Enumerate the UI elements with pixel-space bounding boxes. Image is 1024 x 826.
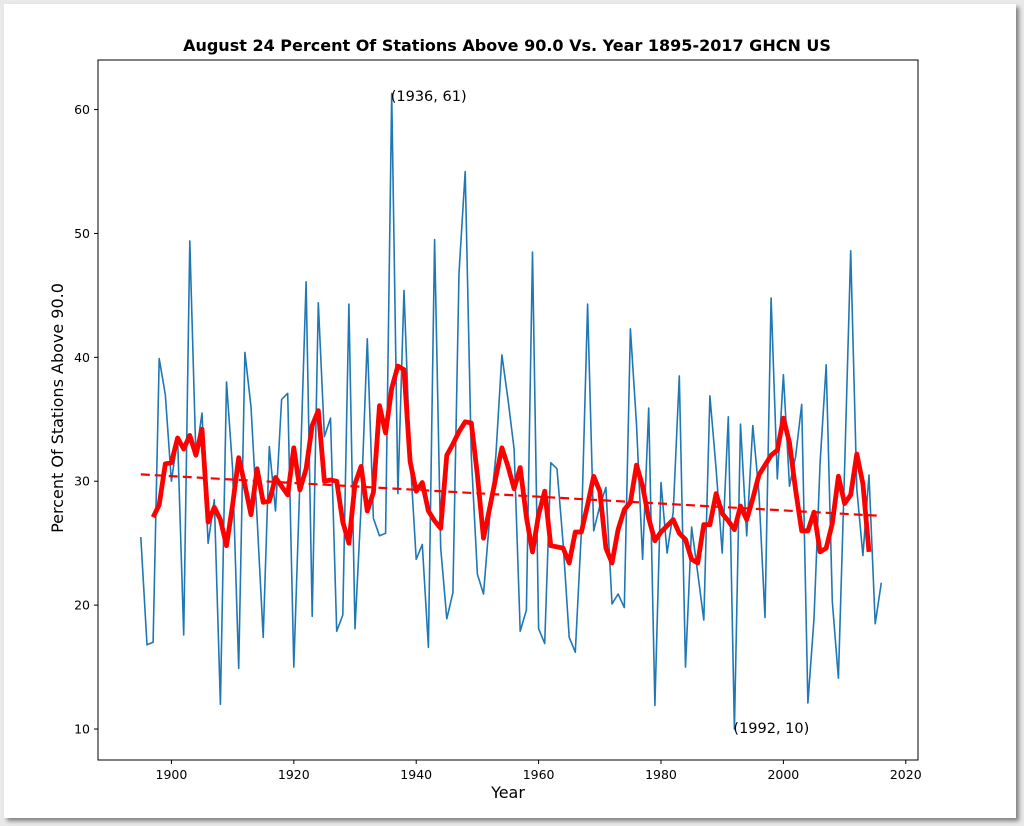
chart-title: August 24 Percent Of Stations Above 90.0… (183, 36, 831, 55)
annotation-layer: (1936, 61) (1992, 10) (391, 89, 810, 737)
y-tick-label: 20 (74, 598, 90, 613)
x-tick-label: 2000 (767, 767, 799, 782)
y-tick-label: 60 (74, 102, 90, 117)
y-tick-label: 10 (74, 722, 90, 737)
x-axis-label: Year (490, 783, 525, 802)
y-axis-label: Percent Of Stations Above 90.0 (48, 283, 67, 533)
plot-area (140, 92, 883, 730)
x-tick-label: 1960 (523, 767, 555, 782)
x-tick-label: 2020 (890, 767, 922, 782)
raw-series-line (140, 92, 883, 730)
x-tick-label: 1980 (645, 767, 677, 782)
tick-layer: 1900 1920 1940 1960 1980 2000 2020 10 20 30 40 50 60 (74, 102, 922, 782)
y-tick-label: 40 (74, 350, 90, 365)
x-tick-label: 1900 (156, 767, 188, 782)
trend-series-line (140, 473, 882, 517)
y-tick-label: 30 (74, 474, 90, 489)
point-annotation: (1992, 10) (733, 721, 809, 737)
x-tick-label: 1920 (278, 767, 310, 782)
axes-frame (97, 59, 919, 761)
y-tick-label: 50 (74, 226, 90, 241)
x-tick-label: 1940 (400, 767, 432, 782)
point-annotation: (1936, 61) (391, 89, 467, 105)
smooth-series-line (150, 363, 872, 566)
